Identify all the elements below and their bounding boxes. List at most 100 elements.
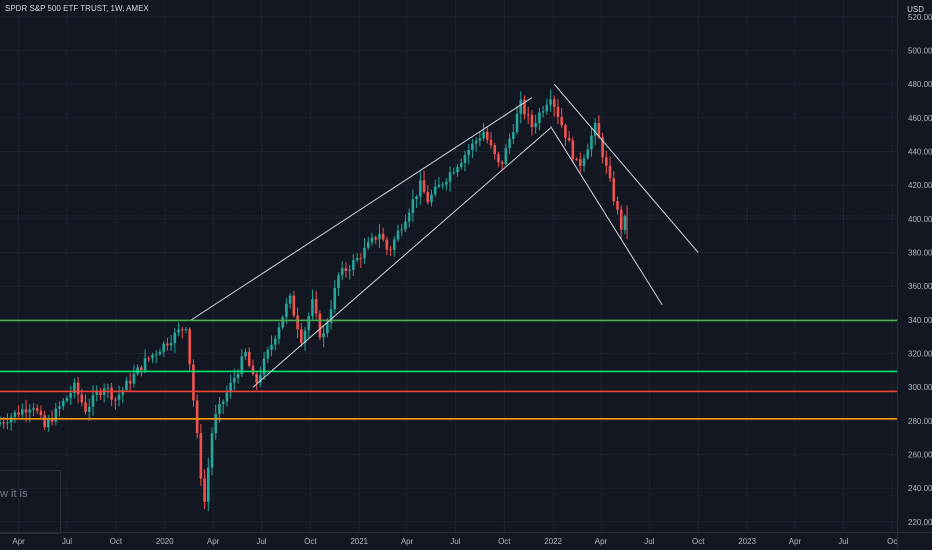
candle-up [340, 268, 344, 276]
candle-down [84, 402, 87, 412]
candle-down [530, 114, 534, 128]
candle-down [188, 329, 192, 365]
candle-up [593, 123, 597, 136]
trendlines[interactable] [191, 83, 699, 388]
price-tick-label: 360.00 [908, 282, 932, 291]
candle-down [292, 295, 296, 316]
candle-down [344, 268, 348, 272]
price-tick-label: 460.00 [908, 114, 932, 123]
candle-down [526, 114, 530, 116]
candle-up [482, 131, 485, 139]
time-tick-label: Apr [789, 537, 802, 546]
candle-up [456, 167, 459, 173]
time-tick-label: Oct [498, 537, 511, 546]
candle-up [229, 382, 232, 393]
candle-down [314, 299, 318, 314]
candle-up [623, 215, 627, 230]
candle-up [73, 382, 76, 394]
candle-down [601, 137, 604, 158]
candle-up [0, 422, 2, 425]
candle-up [370, 237, 374, 243]
candle-down [35, 408, 39, 411]
time-tick-label: Jul [256, 537, 266, 546]
candle-down [296, 315, 299, 330]
candle-down [43, 415, 46, 428]
candle-up [210, 433, 214, 468]
candle-up [355, 258, 359, 261]
candle-up [329, 309, 333, 323]
candle-down [318, 313, 322, 338]
candle-down [359, 258, 363, 260]
time-tick-label: Apr [401, 537, 414, 546]
candle-up [352, 260, 355, 270]
candle-up [281, 317, 285, 328]
candle-up [433, 186, 437, 195]
candle-up [326, 322, 329, 334]
candle-down [564, 125, 567, 138]
candle-down [500, 162, 504, 164]
candle-up [244, 351, 247, 357]
candle-up [463, 155, 467, 163]
candle-down [24, 409, 28, 413]
time-tick-label: 2020 [156, 537, 174, 546]
time-tick-label: Jul [838, 537, 848, 546]
candle-down [493, 145, 497, 155]
candle-up [549, 99, 552, 105]
candle-up [478, 138, 482, 141]
candle-down [39, 410, 43, 416]
candle-up [311, 299, 314, 317]
price-tick-label: 380.00 [908, 249, 932, 258]
candle-down [166, 343, 169, 346]
candle-up [348, 269, 351, 272]
candle-up [273, 338, 277, 345]
candle-up [13, 412, 17, 417]
candle-up [459, 162, 463, 168]
time-tick-label: 2021 [350, 537, 368, 546]
candle-up [508, 138, 511, 149]
candle-up [415, 196, 418, 200]
candle-up [396, 230, 400, 240]
price-tick-label: 260.00 [908, 451, 932, 460]
time-tick-label: Apr [12, 537, 25, 546]
candle-up [333, 287, 337, 310]
price-tick-label: 440.00 [908, 148, 932, 157]
price-tick-label: 420.00 [908, 181, 932, 190]
candle-up [430, 194, 433, 203]
candle-up [184, 329, 188, 331]
candles [0, 89, 628, 511]
partial-note-text: w it is [0, 488, 28, 500]
candle-up [512, 132, 515, 139]
candle-up [437, 184, 441, 187]
time-tick-label: Oct [692, 537, 705, 546]
time-tick-label: Jul [62, 537, 72, 546]
candle-up [214, 414, 218, 434]
candle-up [407, 212, 411, 222]
candle-up [266, 349, 270, 359]
candle-down [199, 433, 203, 479]
candle-up [61, 400, 65, 407]
price-tick-label: 500.00 [908, 47, 932, 56]
horizontal-levels[interactable]: 401.72339.67309.35297.47281.26 [0, 209, 930, 425]
candle-up [277, 327, 281, 339]
candle-up [590, 135, 593, 150]
candle-up [121, 389, 125, 395]
time-tick-label: Oct [304, 537, 317, 546]
time-tick-label: Oc [887, 537, 897, 546]
candle-up [225, 392, 229, 402]
candle-down [485, 131, 489, 140]
candle-up [474, 140, 478, 144]
candle-down [422, 180, 426, 193]
candle-up [288, 295, 292, 304]
candle-up [158, 351, 162, 355]
candle-down [2, 422, 6, 424]
candle-down [385, 239, 389, 250]
candle-down [575, 158, 578, 160]
candle-down [571, 140, 575, 159]
candle-up [236, 373, 240, 378]
candle-up [392, 239, 396, 250]
candle-down [381, 233, 385, 240]
candle-up [504, 148, 508, 164]
